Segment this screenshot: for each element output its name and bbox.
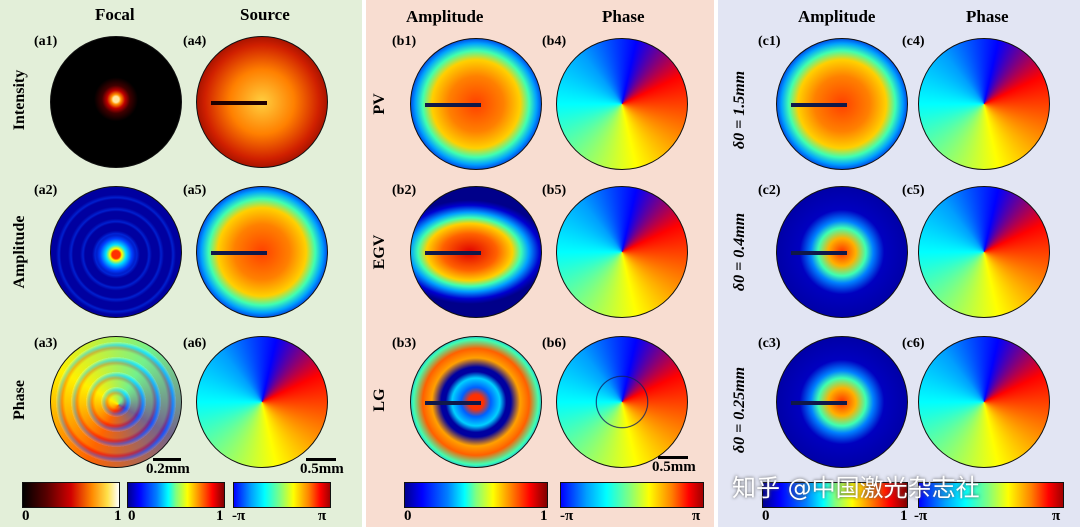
colorbar-phase-b-max: π — [692, 508, 701, 524]
colorbar-hot-max: 1 — [114, 508, 122, 524]
row-label-egv: EGV — [371, 234, 388, 270]
col-header-amplitude-c: Amplitude — [798, 7, 876, 26]
row-label-phase: Phase — [11, 380, 28, 420]
image-a1-focal-intensity — [50, 36, 182, 168]
colorbar-hot-min: 0 — [22, 508, 30, 524]
scalebar-a6 — [306, 458, 336, 461]
label-a5: (a5) — [183, 183, 207, 198]
colorbar-jet-a — [127, 482, 225, 508]
row-label-pv: PV — [371, 93, 388, 115]
row-label-delta-1.5mm: δ0 = 1.5mm — [731, 70, 748, 150]
scalebar-label-0.2mm: 0.2mm — [146, 461, 190, 477]
colorbar-jet-c — [762, 482, 908, 508]
label-c5: (c5) — [902, 183, 925, 198]
image-c2-amplitude — [776, 186, 908, 318]
image-a5-source-amplitude — [196, 186, 328, 318]
colorbar-phase-c — [918, 482, 1064, 508]
col-header-focal: Focal — [95, 5, 135, 24]
panel-c: Amplitude Phase δ0 = 1.5mm δ0 = 0.4mm δ0… — [718, 0, 1080, 527]
label-c6: (c6) — [902, 336, 925, 351]
colorbar-jet-a-min: 0 — [128, 508, 136, 524]
scalebar-label-0.5mm: 0.5mm — [300, 461, 344, 477]
label-a3: (a3) — [34, 336, 58, 351]
watermark: 知乎 @中国激光杂志社 — [732, 474, 980, 502]
colorbar-phase-b — [560, 482, 704, 508]
label-b4: (b4) — [542, 34, 567, 49]
panel-a: Focal Source Intensity Amplitude Phase (… — [0, 0, 362, 527]
image-c4-phase — [918, 38, 1050, 170]
row-label-delta-0.25mm: δ0 = 0.25mm — [731, 366, 748, 454]
colorbar-phase-c-min: -π — [914, 508, 928, 524]
col-header-phase-c: Phase — [966, 7, 1009, 26]
colorbar-jet-b-min: 0 — [404, 508, 412, 524]
panel-b: Amplitude Phase PV EGV LG (b1) (b4) (b2)… — [366, 0, 714, 527]
colorbar-jet-b — [404, 482, 548, 508]
image-c5-phase — [918, 186, 1050, 318]
label-a2: (a2) — [34, 183, 58, 198]
colorbar-jet-c-min: 0 — [762, 508, 770, 524]
row-label-delta-0.4mm: δ0 = 0.4mm — [731, 212, 748, 292]
image-b5-egv-phase — [556, 186, 688, 318]
image-c1-amplitude — [776, 38, 908, 170]
label-a4: (a4) — [183, 34, 207, 49]
colorbar-phase-b-min: -π — [560, 508, 574, 524]
image-b4-pv-phase — [556, 38, 688, 170]
colorbar-phase-a-max: π — [318, 508, 327, 524]
row-label-amplitude: Amplitude — [11, 215, 28, 289]
label-b6: (b6) — [542, 336, 567, 351]
image-a3-focal-phase — [50, 336, 182, 468]
label-c2: (c2) — [758, 183, 781, 198]
label-a1: (a1) — [34, 34, 58, 49]
scalebar-a3 — [153, 458, 181, 461]
colorbar-phase-a-min: -π — [232, 508, 246, 524]
label-b2: (b2) — [392, 183, 417, 198]
image-b6-lg-phase — [556, 336, 688, 468]
scalebar-label-b: 0.5mm — [652, 459, 696, 475]
colorbar-hot — [22, 482, 120, 508]
row-label-intensity: Intensity — [11, 69, 28, 131]
label-b3: (b3) — [392, 336, 417, 351]
label-c3: (c3) — [758, 336, 781, 351]
label-c1: (c1) — [758, 34, 781, 49]
label-b5: (b5) — [542, 183, 567, 198]
colorbar-jet-a-max: 1 — [216, 508, 224, 524]
image-b2-egv-amplitude — [410, 186, 542, 318]
image-a6-source-phase — [196, 336, 328, 468]
col-header-phase-b: Phase — [602, 7, 645, 26]
colorbar-jet-b-max: 1 — [540, 508, 548, 524]
image-a4-source-intensity — [196, 36, 328, 168]
label-c4: (c4) — [902, 34, 925, 49]
colorbar-phase-c-max: π — [1052, 508, 1061, 524]
col-header-source: Source — [240, 5, 290, 24]
label-b1: (b1) — [392, 34, 417, 49]
label-a6: (a6) — [183, 336, 207, 351]
image-b3-lg-amplitude — [410, 336, 542, 468]
image-b1-pv-amplitude — [410, 38, 542, 170]
scalebar-b6 — [658, 456, 688, 459]
image-a2-focal-amplitude — [50, 186, 182, 318]
row-label-lg: LG — [371, 388, 388, 412]
image-c6-phase — [918, 336, 1050, 468]
image-c3-amplitude — [776, 336, 908, 468]
colorbar-jet-c-max: 1 — [900, 508, 908, 524]
col-header-amplitude-b: Amplitude — [406, 7, 484, 26]
colorbar-phase-a — [233, 482, 331, 508]
